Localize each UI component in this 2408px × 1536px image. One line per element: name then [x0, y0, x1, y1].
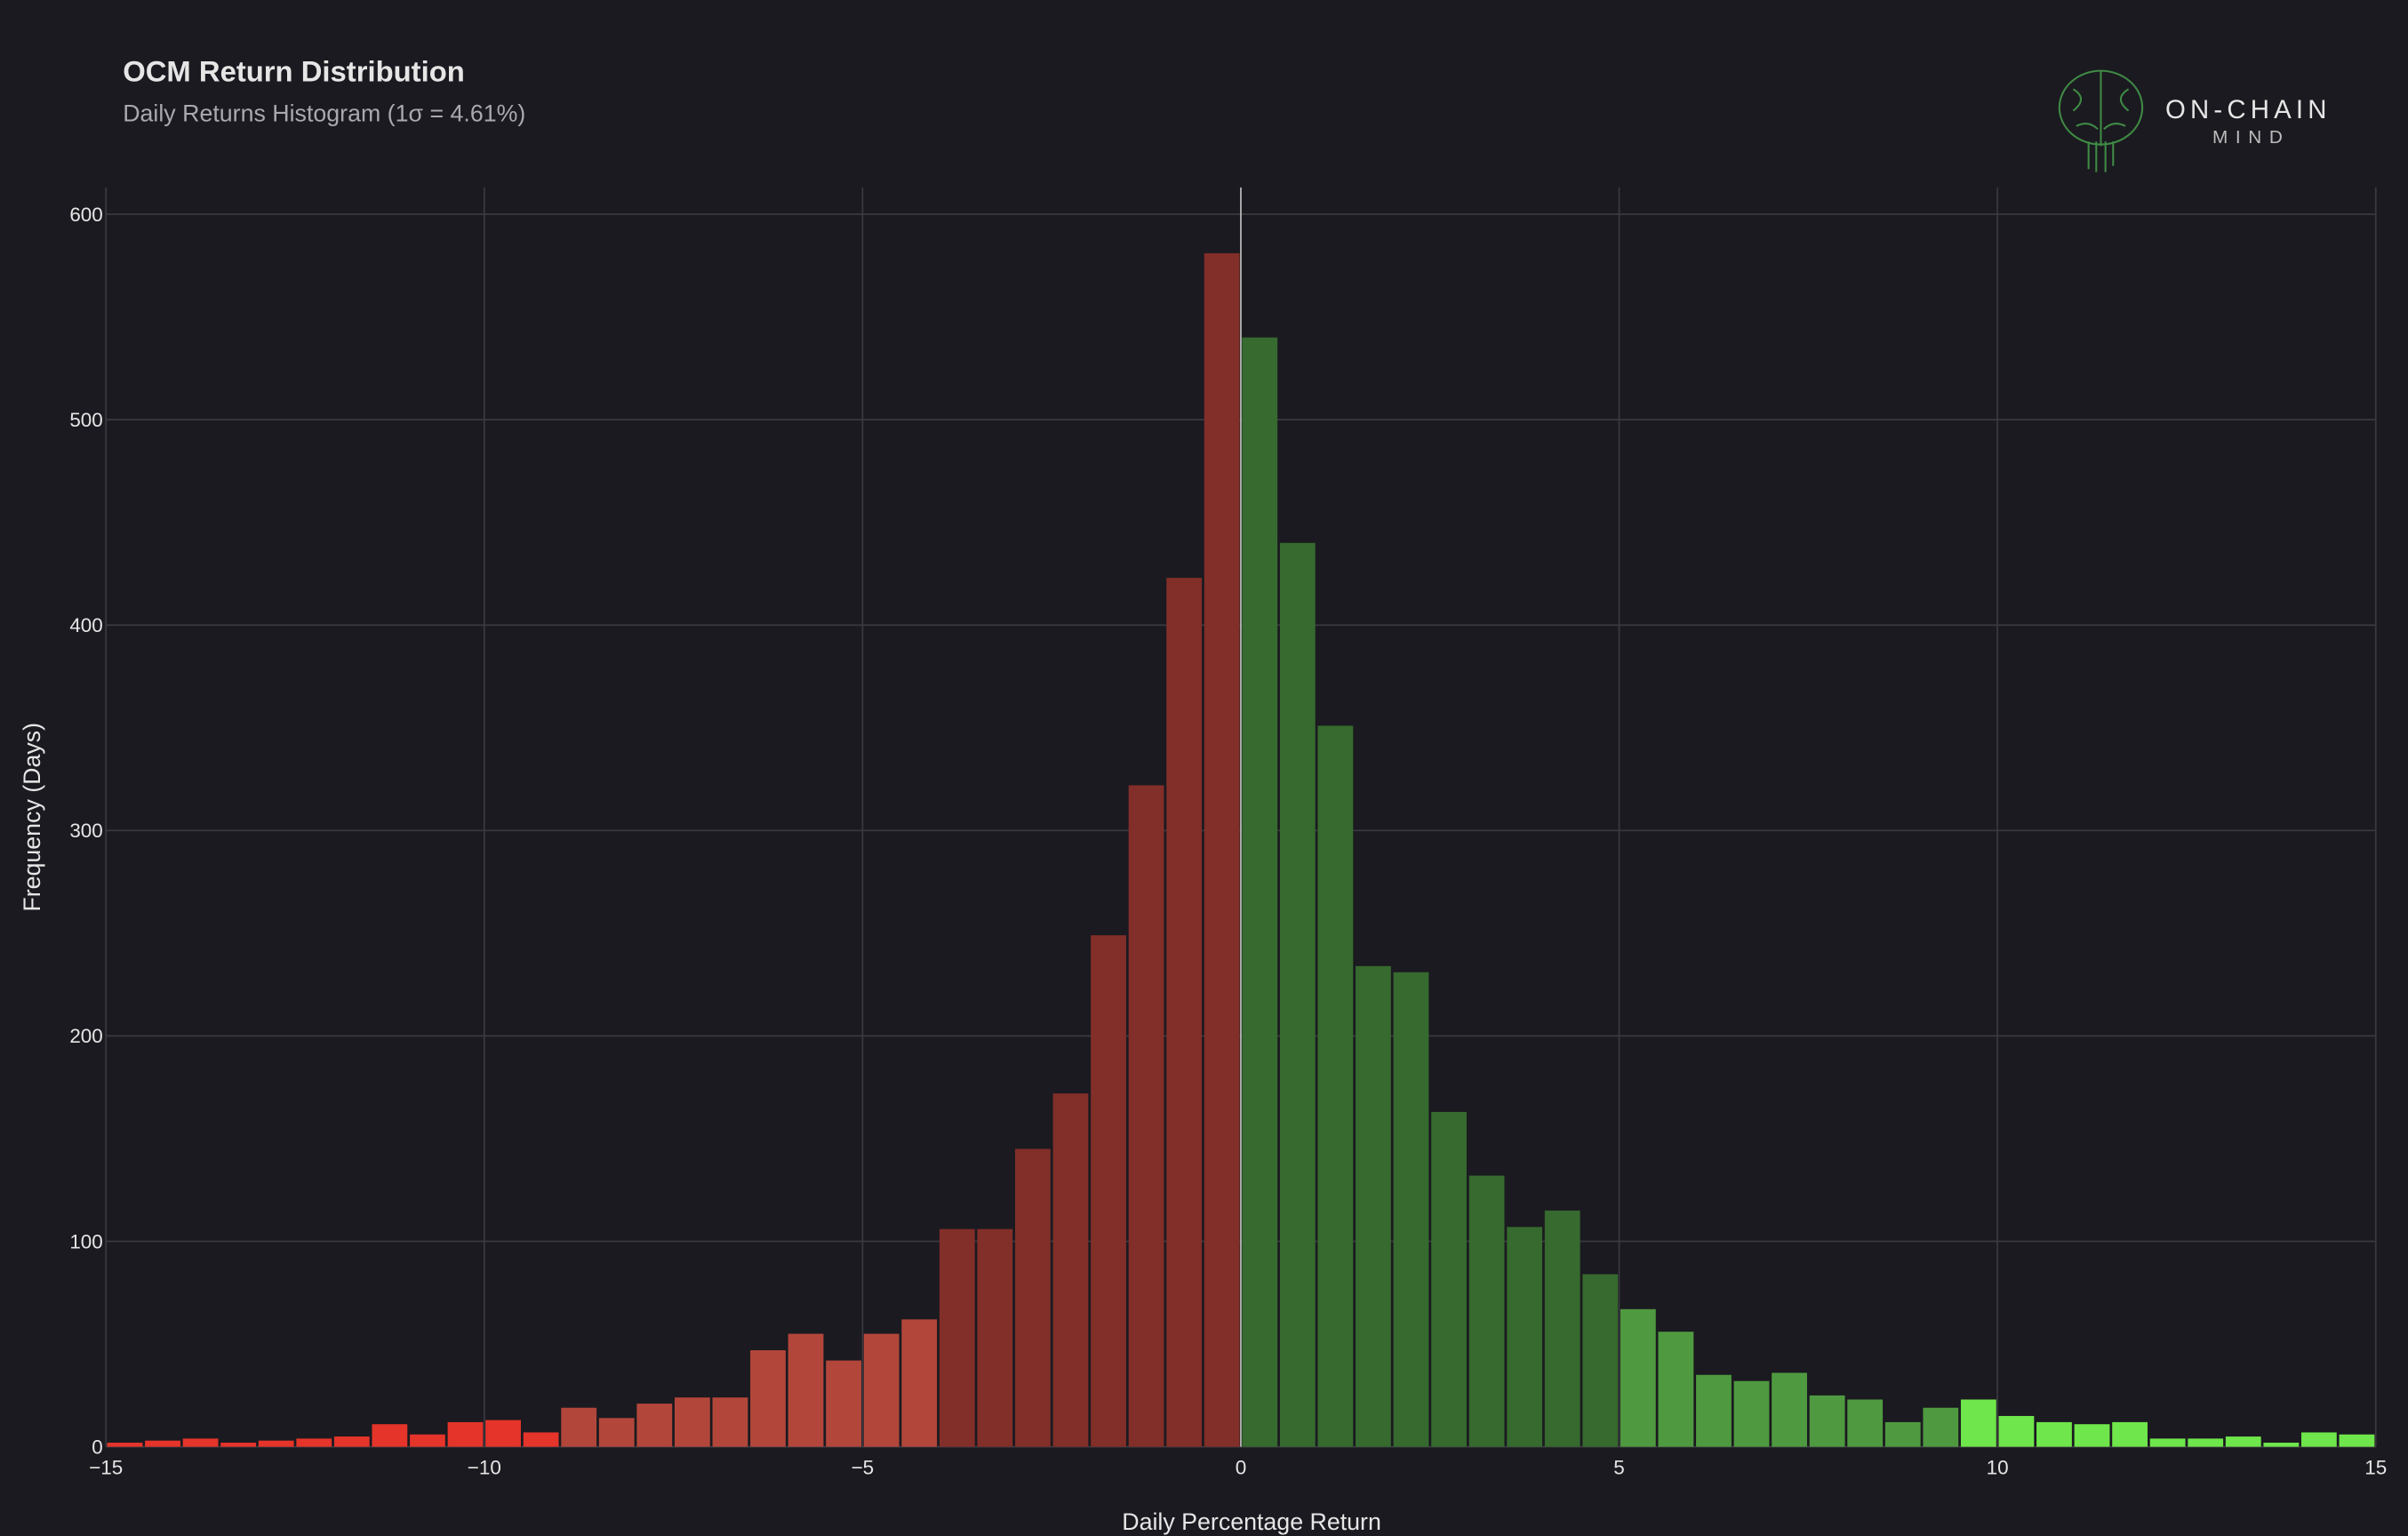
- bar: [1923, 1407, 1959, 1447]
- bar: [1998, 1415, 2035, 1447]
- bar: [1658, 1332, 1694, 1447]
- bar: [523, 1432, 559, 1447]
- bar: [2074, 1424, 2110, 1447]
- bar: [1204, 252, 1240, 1447]
- bar: [220, 1443, 257, 1447]
- y-tick-label: 400: [69, 614, 102, 636]
- bar: [1960, 1399, 1996, 1447]
- bar: [2339, 1434, 2375, 1447]
- bar: [1809, 1395, 1845, 1447]
- x-tick-label: 0: [1236, 1457, 1246, 1479]
- bar: [2263, 1443, 2300, 1447]
- bar: [788, 1333, 824, 1447]
- bar: [1317, 725, 1354, 1447]
- bar: [2149, 1438, 2186, 1447]
- bar: [674, 1397, 710, 1447]
- bar: [1393, 972, 1429, 1447]
- bar: [182, 1438, 219, 1447]
- logo: ON-CHAIN MIND: [2058, 69, 2332, 172]
- bar: [1507, 1227, 1543, 1447]
- bar: [2112, 1421, 2148, 1447]
- bar: [1847, 1399, 1884, 1447]
- bar: [826, 1360, 861, 1447]
- y-axis-label: Frequency (Days): [19, 723, 45, 912]
- ticks: 0 100 200 300 400 500 600 −15 −10 −5 0 5 10 15: [69, 204, 2387, 1479]
- x-tick-label: −10: [468, 1457, 501, 1479]
- x-tick-label: −5: [852, 1457, 875, 1479]
- bar: [2225, 1436, 2261, 1447]
- bar: [1128, 785, 1164, 1447]
- bar: [939, 1228, 975, 1447]
- x-tick-label: 15: [2364, 1457, 2387, 1479]
- bar: [145, 1440, 180, 1447]
- bar: [901, 1319, 938, 1447]
- bar: [485, 1420, 521, 1447]
- bar: [1733, 1380, 1770, 1447]
- y-tick-label: 600: [69, 204, 102, 226]
- bar: [1166, 578, 1203, 1447]
- y-tick-label: 100: [69, 1230, 102, 1252]
- logo-text: MIND: [2212, 127, 2291, 148]
- bar: [1620, 1308, 1656, 1447]
- y-tick-label: 300: [69, 820, 102, 842]
- bar: [296, 1438, 332, 1447]
- bar: [977, 1228, 1013, 1447]
- bar: [258, 1440, 294, 1447]
- bar: [447, 1421, 484, 1447]
- bar: [1091, 935, 1126, 1447]
- bar: [750, 1350, 786, 1447]
- bar: [1242, 337, 1278, 1447]
- y-tick-label: 200: [69, 1025, 102, 1047]
- bar: [561, 1407, 597, 1447]
- bar: [863, 1333, 900, 1447]
- bar: [1468, 1175, 1505, 1447]
- bar: [2300, 1432, 2337, 1447]
- x-tick-label: −15: [89, 1457, 123, 1479]
- bar: [1052, 1093, 1089, 1447]
- bar: [1014, 1148, 1051, 1447]
- bar: [636, 1404, 673, 1447]
- bar: [2188, 1438, 2224, 1447]
- x-tick-label: 5: [1613, 1457, 1624, 1479]
- x-axis-label: Daily Percentage Return: [1122, 1508, 1381, 1535]
- bar: [107, 1443, 143, 1447]
- bar: [598, 1418, 635, 1447]
- bar: [712, 1397, 748, 1447]
- bar: [1884, 1421, 1921, 1447]
- bar: [2036, 1421, 2072, 1447]
- chart-subtitle: Daily Returns Histogram (1σ = 4.61%): [123, 100, 525, 127]
- y-tick-label: 500: [69, 409, 102, 431]
- bar: [333, 1436, 370, 1447]
- chart-title: OCM Return Distribution: [123, 55, 465, 88]
- logo-icon: [2058, 69, 2144, 172]
- bar: [1356, 965, 1391, 1447]
- logo-text: ON-CHAIN: [2165, 95, 2332, 124]
- bar: [1431, 1111, 1467, 1447]
- bar: [1696, 1374, 1732, 1447]
- y-tick-label: 0: [92, 1436, 102, 1458]
- bar: [1279, 542, 1316, 1447]
- bar: [410, 1434, 445, 1447]
- bar: [1772, 1372, 1807, 1447]
- bar: [372, 1424, 408, 1447]
- bar: [1582, 1274, 1619, 1447]
- bars: [107, 187, 2375, 1447]
- x-tick-label: 10: [1987, 1457, 2009, 1479]
- bar: [1544, 1210, 1580, 1447]
